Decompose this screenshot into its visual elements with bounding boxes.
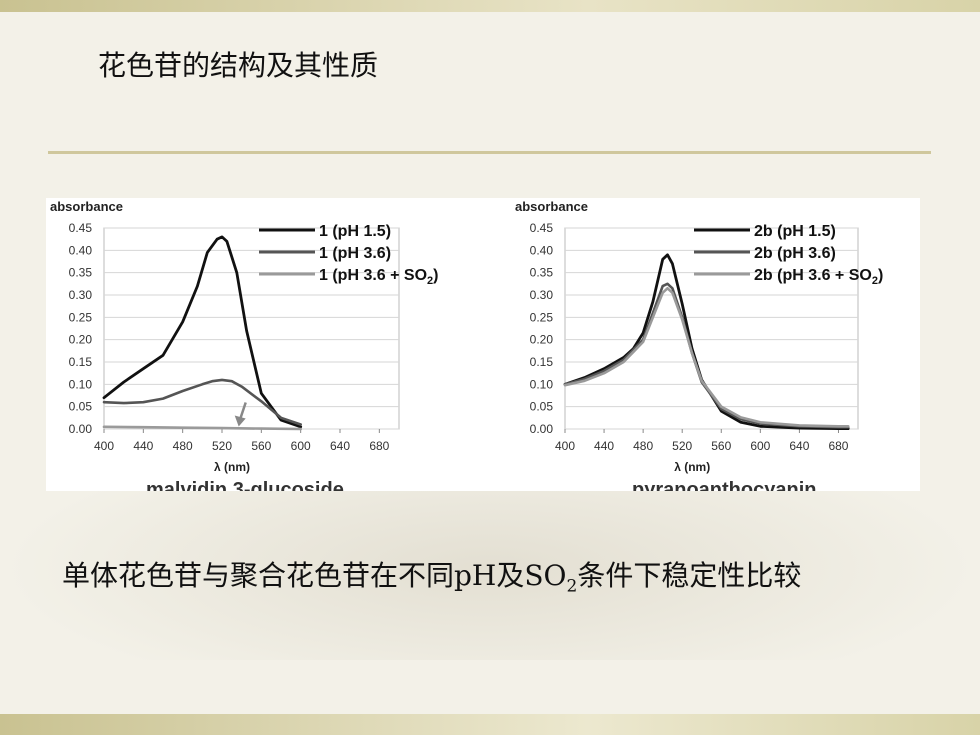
series-line-1 (563, 253, 850, 431)
title-divider (48, 151, 931, 154)
y-tick-label: 0.45 (530, 221, 554, 235)
chart-caption: malvidin 3-glucoside (146, 479, 344, 491)
y-axis-label: absorbance (515, 199, 588, 214)
figure-panel: 0.45 0.40 0.35 0.30 0.25 0.20 0.15 0.10 0.05 0.00… (46, 198, 920, 501)
x-tick-label: 680 (369, 439, 389, 453)
caption-main: 单体花色苷与聚合花色苷在不同pH及SO (62, 559, 567, 592)
y-tick-label: 0.15 (530, 355, 554, 369)
legend-label-2: 2b (pH 3.6) (754, 245, 836, 262)
slide-title: 花色苷的结构及其性质 (98, 49, 379, 82)
caption-subscript: 2 (566, 576, 578, 597)
x-tick-label: 480 (633, 439, 653, 453)
top-accent-bar (0, 0, 980, 12)
x-tick-label: 440 (133, 439, 153, 453)
annotation-arrow-head (234, 415, 246, 427)
x-tick-label: 440 (594, 439, 614, 453)
x-tick-label: 520 (212, 439, 232, 453)
y-tick-label: 0.05 (530, 400, 554, 414)
x-tick-label: 680 (828, 439, 848, 453)
y-tick-label: 0.10 (69, 377, 93, 391)
y-tick-label: 0.05 (69, 400, 93, 414)
legend-label-1: 1 (pH 1.5) (319, 223, 391, 240)
y-tick-label: 0.30 (530, 288, 554, 302)
series-line-2 (102, 378, 302, 426)
y-tick-label: 0.00 (69, 422, 93, 436)
y-tick-label: 0.40 (69, 243, 93, 257)
y-tick-label: 0.35 (530, 266, 554, 280)
caption-tail: 条件下稳定性比较 (577, 559, 802, 592)
spectra-figure: 0.45 0.40 0.35 0.30 0.25 0.20 0.15 0.10 0.05 0.00… (50, 199, 883, 501)
legend-label-3: 1 (pH 3.6 + SO2) (319, 267, 439, 287)
legend-label-1: 2b (pH 1.5) (754, 223, 836, 240)
x-tick-label: 640 (789, 439, 809, 453)
x-axis-label: λ (nm) (214, 460, 250, 474)
series-line-2 (563, 282, 850, 429)
legend-label-2: 1 (pH 3.6) (319, 245, 391, 262)
x-tick-label: 560 (711, 439, 731, 453)
y-tick-label: 0.00 (530, 422, 554, 436)
y-tick-label: 0.45 (69, 221, 93, 235)
x-tick-label: 400 (94, 439, 114, 453)
y-tick-label: 0.30 (69, 288, 93, 302)
y-axis-label: absorbance (50, 199, 123, 214)
y-tick-label: 0.25 (530, 310, 554, 324)
x-tick-label: 600 (291, 439, 311, 453)
x-tick-label: 400 (555, 439, 575, 453)
x-axis-label: λ (nm) (674, 460, 710, 474)
x-tick-label: 640 (330, 439, 350, 453)
bottom-accent-bar (0, 714, 980, 735)
series-line-3 (102, 425, 302, 431)
x-tick-label: 480 (173, 439, 193, 453)
x-tick-label: 520 (672, 439, 692, 453)
series-line-1 (102, 235, 303, 429)
y-tick-label: 0.35 (69, 266, 93, 280)
slide-caption: 单体花色苷与聚合花色苷在不同pH及SO2条件下稳定性比较 (62, 554, 801, 597)
x-tick-label: 560 (251, 439, 271, 453)
y-tick-label: 0.20 (69, 333, 93, 347)
legend-label-3: 2b (pH 3.6 + SO2) (754, 267, 883, 287)
y-tick-label: 0.25 (69, 310, 93, 324)
y-tick-label: 0.10 (530, 377, 554, 391)
y-tick-label: 0.15 (69, 355, 93, 369)
x-tick-label: 600 (750, 439, 770, 453)
chart-caption: pyranoanthocyanin (632, 479, 816, 491)
y-tick-label: 0.40 (530, 243, 554, 257)
y-tick-label: 0.20 (530, 333, 554, 347)
series-line-3 (563, 287, 850, 428)
